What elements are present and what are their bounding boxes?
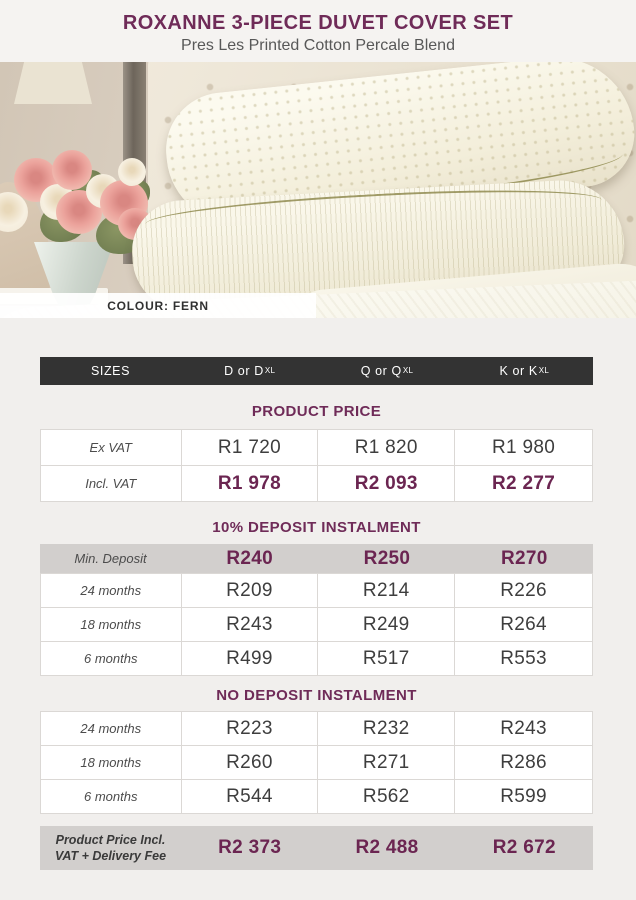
instalment-value: R544 <box>182 780 319 813</box>
size-column-queen: Q or Q XL <box>360 364 414 378</box>
no-deposit-table: 24 months R223 R232 R243 18 months R260 … <box>40 711 593 814</box>
min-deposit-row: Min. Deposit R240 R250 R270 <box>40 544 593 573</box>
instalment-value: R243 <box>500 717 547 739</box>
size-column-double: D or D XL <box>224 364 276 378</box>
row-label: 6 months <box>41 780 182 813</box>
colour-label-strip: COLOUR: FERN <box>0 293 316 318</box>
instalment-value: R517 <box>318 642 456 675</box>
table-row-24-months: 24 months R209 R214 R226 <box>41 574 592 608</box>
instalment-value: R232 <box>318 712 456 745</box>
deposit-value: R250 <box>363 547 411 569</box>
deposit-10-heading: 10% DEPOSIT INSTALMENT <box>212 519 421 536</box>
price-value: R1 820 <box>318 430 456 465</box>
instalment-value: R264 <box>500 613 547 635</box>
instalment-value: R243 <box>182 608 319 641</box>
price-value: R1 980 <box>492 436 556 458</box>
instalment-value: R226 <box>500 579 547 601</box>
instalment-value: R599 <box>500 785 547 807</box>
deposit-value: R270 <box>501 547 548 569</box>
pricing-sheet: SIZES D or D XL Q or Q XL K or K XL PRODUCT… <box>40 357 593 870</box>
instalment-value: R271 <box>318 746 456 779</box>
size-column-king: K or K XL <box>499 364 550 378</box>
table-row-incl-vat: Incl. VAT R1 978 R2 093 R2 277 <box>41 466 592 501</box>
price-value: R1 978 <box>182 466 319 501</box>
total-value: R2 672 <box>492 837 556 858</box>
instalment-value: R286 <box>500 751 547 773</box>
table-row-18-months: 18 months R260 R271 R286 <box>41 746 592 780</box>
instalment-value: R223 <box>182 712 319 745</box>
price-value: R1 720 <box>182 430 319 465</box>
sizes-header-label: SIZES <box>90 364 131 378</box>
instalment-value: R249 <box>318 608 456 641</box>
lampshade <box>14 62 92 104</box>
deposit-value: R240 <box>226 547 273 569</box>
price-value: R2 277 <box>492 472 556 494</box>
instalment-value: R499 <box>182 642 319 675</box>
table-row-ex-vat: Ex VAT R1 720 R1 820 R1 980 <box>41 430 592 466</box>
product-price-heading: PRODUCT PRICE <box>251 403 382 420</box>
row-label: 24 months <box>41 712 182 745</box>
instalment-value: R553 <box>500 647 547 669</box>
table-row-6-months: 6 months R544 R562 R599 <box>41 780 592 813</box>
total-price-row: Product Price Incl. VAT + Delivery Fee R… <box>40 826 593 870</box>
total-value: R2 488 <box>355 837 419 858</box>
page-title: ROXANNE 3-PIECE DUVET COVER SET <box>122 12 514 34</box>
colour-label: COLOUR: FERN <box>107 298 209 313</box>
sizes-header-row: SIZES D or D XL Q or Q XL K or K XL <box>40 357 593 385</box>
no-deposit-heading: NO DEPOSIT INSTALMENT <box>216 687 417 704</box>
instalment-value: R209 <box>182 574 319 607</box>
table-row-18-months: 18 months R243 R249 R264 <box>41 608 592 642</box>
instalment-value: R260 <box>182 746 319 779</box>
table-row-24-months: 24 months R223 R232 R243 <box>41 712 592 746</box>
row-label: Min. Deposit <box>74 551 147 566</box>
row-label: Ex VAT <box>41 430 182 465</box>
cream-flower <box>118 158 146 186</box>
instalment-value: R562 <box>318 780 456 813</box>
row-label: 6 months <box>41 642 182 675</box>
page-subtitle: Pres Les Printed Cotton Percale Blend <box>181 37 455 54</box>
product-photo: COLOUR: FERN <box>0 62 636 318</box>
row-label: Incl. VAT <box>41 466 182 501</box>
pink-rose <box>52 150 92 190</box>
row-label: 18 months <box>41 746 182 779</box>
instalment-value: R214 <box>318 574 456 607</box>
price-value: R2 093 <box>318 466 456 501</box>
page-header: ROXANNE 3-PIECE DUVET COVER SET Pres Les… <box>0 0 636 62</box>
row-label: 24 months <box>41 574 182 607</box>
deposit-10-table: 24 months R209 R214 R226 18 months R243 … <box>40 573 593 676</box>
row-label: 18 months <box>41 608 182 641</box>
total-row-label: Product Price Incl. VAT + Delivery Fee <box>54 832 167 863</box>
table-row-6-months: 6 months R499 R517 R553 <box>41 642 592 675</box>
product-price-table: Ex VAT R1 720 R1 820 R1 980 Incl. VAT R1… <box>40 429 593 502</box>
total-value: R2 373 <box>218 837 282 858</box>
